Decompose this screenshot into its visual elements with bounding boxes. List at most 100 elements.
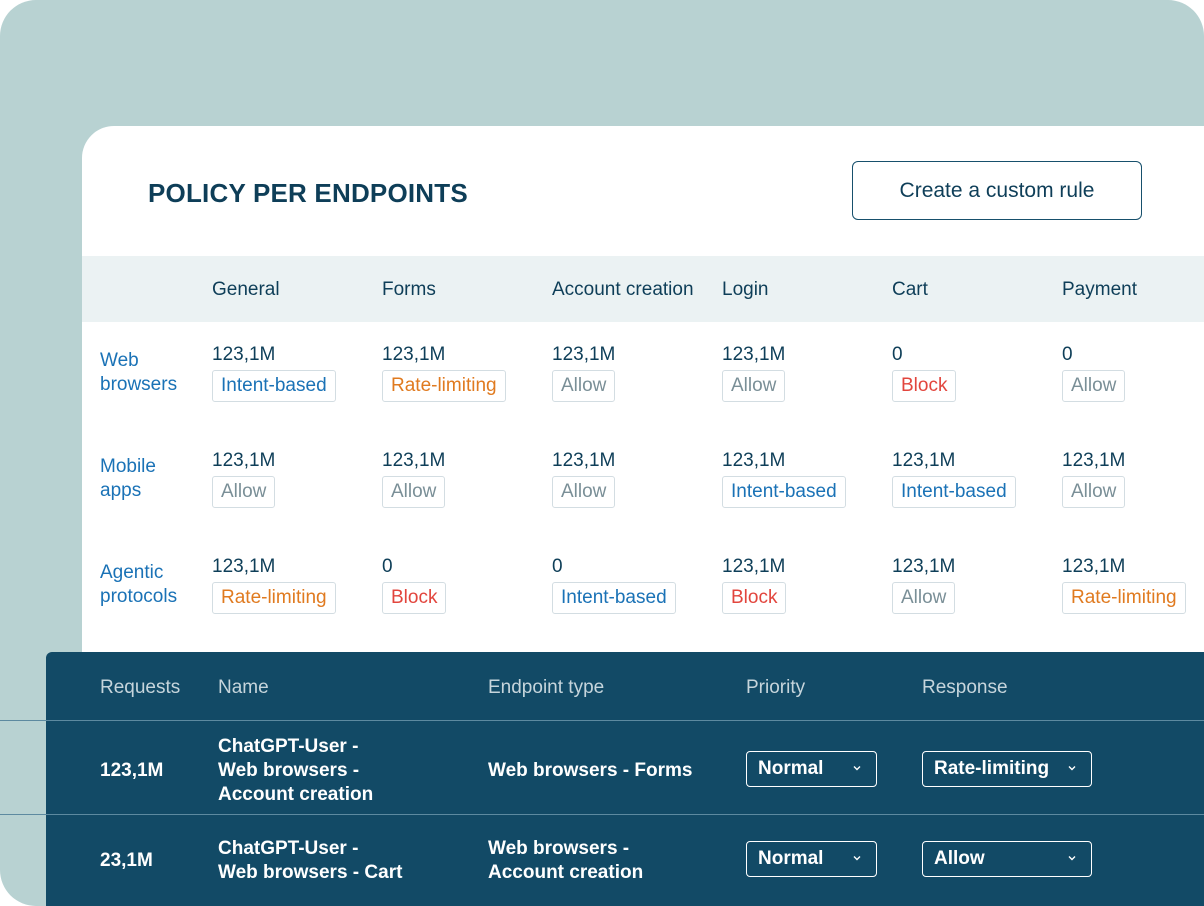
policy-tag[interactable]: Block (722, 582, 787, 614)
policy-cell: 123,1M Allow (212, 450, 276, 508)
priority-select[interactable]: Normal (746, 841, 877, 877)
row-label: Web browsers (100, 349, 177, 397)
policy-cell: 123,1M Intent-based (892, 450, 1016, 508)
request-count: 0 (892, 344, 903, 365)
row-label-line: Mobile (100, 456, 156, 477)
header-response: Response (922, 677, 1008, 698)
policy-cell: 123,1M Block (722, 556, 787, 614)
rule-name: ChatGPT-User - Web browsers - Account crea… (218, 735, 373, 807)
policy-cell: 123,1M Rate-limiting (382, 344, 506, 402)
policy-cell: 0 Block (382, 556, 447, 614)
policy-tag[interactable]: Rate-limiting (212, 582, 336, 614)
chevron-down-icon (1068, 766, 1076, 771)
requests-value: 23,1M (100, 850, 153, 871)
request-count: 123,1M (552, 450, 616, 471)
priority-value: Normal (758, 848, 824, 869)
policy-cell: 123,1M Allow (722, 344, 786, 402)
rule-name-line: Web browsers - (218, 760, 360, 781)
column-login: Login (722, 279, 769, 300)
request-count: 0 (1062, 344, 1073, 365)
row-label-line: Agentic (100, 562, 164, 583)
policy-tag[interactable]: Intent-based (552, 582, 676, 614)
endpoint-type-line: Web browsers - (488, 838, 630, 859)
divider-line (0, 814, 1204, 815)
endpoint-type-line: Account creation (488, 862, 644, 883)
rule-name-line: Web browsers - Cart (218, 862, 403, 883)
policy-tag[interactable]: Rate-limiting (1062, 582, 1186, 614)
response-select[interactable]: Allow (922, 841, 1092, 877)
policy-cell: 123,1M Allow (1062, 450, 1126, 508)
response-select[interactable]: Rate-limiting (922, 751, 1092, 787)
request-count: 123,1M (722, 450, 786, 471)
header-requests: Requests (100, 677, 181, 698)
policy-cell: 123,1M Allow (382, 450, 446, 508)
requests-table: Requests Name Endpoint type Priority Res… (46, 652, 1204, 906)
endpoint-type: Web browsers - Forms (488, 759, 692, 783)
policy-cell: 123,1M Rate-limiting (212, 556, 336, 614)
policy-tag[interactable]: Allow (382, 476, 446, 508)
policy-tag[interactable]: Rate-limiting (382, 370, 506, 402)
row-label-line: Web (100, 350, 139, 371)
chevron-down-icon (1068, 856, 1076, 861)
row-label: Mobile apps (100, 455, 156, 503)
policy-tag[interactable]: Intent-based (892, 476, 1016, 508)
policy-cell: 0 Block (892, 344, 957, 402)
endpoint-type: Web browsers - Account creation (488, 837, 643, 885)
header-endpoint-type: Endpoint type (488, 677, 605, 698)
column-general: General (212, 279, 280, 300)
policy-tag[interactable]: Intent-based (212, 370, 336, 402)
request-count: 123,1M (1062, 556, 1126, 577)
policy-tag[interactable]: Allow (552, 476, 616, 508)
request-count: 123,1M (1062, 450, 1126, 471)
request-count: 123,1M (722, 344, 786, 365)
policy-tag[interactable]: Allow (1062, 476, 1126, 508)
requests-value: 123,1M (100, 760, 164, 781)
policy-tag[interactable]: Allow (1062, 370, 1126, 402)
request-count: 123,1M (892, 556, 956, 577)
column-account-creation: Account creation (552, 279, 694, 300)
divider-line (0, 720, 1204, 721)
endpoint-column-header: General Forms Account creation Login Car… (82, 256, 1204, 322)
header-name: Name (218, 677, 269, 698)
policy-tag[interactable]: Block (892, 370, 957, 402)
request-count: 123,1M (552, 344, 616, 365)
priority-value: Normal (758, 758, 824, 779)
policy-tag[interactable]: Block (382, 582, 447, 614)
policy-cell: 123,1M Allow (552, 450, 616, 508)
rule-name: ChatGPT-User - Web browsers - Cart (218, 837, 402, 885)
page-title: POLICY PER ENDPOINTS (148, 178, 468, 208)
policy-tag[interactable]: Allow (722, 370, 786, 402)
request-count: 123,1M (382, 344, 446, 365)
request-count: 0 (552, 556, 563, 577)
header-priority: Priority (746, 677, 806, 698)
request-count: 123,1M (212, 450, 276, 471)
row-label-line: apps (100, 480, 142, 501)
policy-tag[interactable]: Allow (552, 370, 616, 402)
policy-cell: 123,1M Intent-based (722, 450, 846, 508)
request-count: 0 (382, 556, 393, 577)
column-payment: Payment (1062, 279, 1137, 300)
row-label-line: browsers (100, 374, 178, 395)
policy-cell: 123,1M Intent-based (212, 344, 336, 402)
policy-cell: 0 Intent-based (552, 556, 676, 614)
column-forms: Forms (382, 279, 436, 300)
priority-select[interactable]: Normal (746, 751, 877, 787)
request-count: 123,1M (212, 556, 276, 577)
policy-tag[interactable]: Allow (212, 476, 276, 508)
rule-name-line: ChatGPT-User - (218, 736, 359, 757)
policy-cell: 123,1M Allow (892, 556, 956, 614)
request-count: 123,1M (382, 450, 446, 471)
create-custom-rule-button[interactable]: Create a custom rule (852, 161, 1142, 220)
policy-cell: 0 Allow (1062, 344, 1126, 402)
policy-tag[interactable]: Allow (892, 582, 956, 614)
policy-tag[interactable]: Intent-based (722, 476, 846, 508)
request-count: 123,1M (892, 450, 956, 471)
policy-cell: 123,1M Rate-limiting (1062, 556, 1186, 614)
policy-cell: 123,1M Allow (552, 344, 616, 402)
response-value: Allow (934, 848, 985, 869)
endpoint-type-line: Web browsers - Forms (488, 760, 693, 781)
row-label-line: protocols (100, 586, 178, 607)
request-count: 123,1M (722, 556, 786, 577)
request-count: 123,1M (212, 344, 276, 365)
rule-name-line: ChatGPT-User - (218, 838, 359, 859)
